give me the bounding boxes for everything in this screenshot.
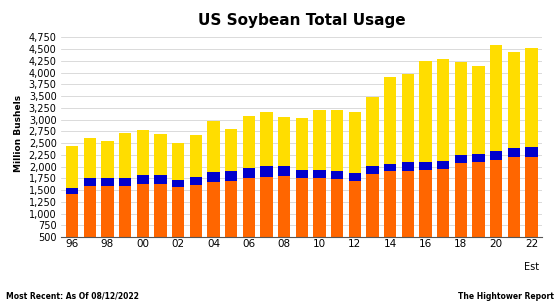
- Bar: [472, 154, 485, 162]
- Bar: [349, 173, 361, 181]
- Bar: [384, 164, 396, 171]
- Bar: [437, 59, 449, 161]
- Bar: [136, 184, 149, 261]
- Bar: [225, 181, 238, 261]
- Bar: [84, 186, 96, 261]
- Bar: [278, 166, 290, 176]
- Bar: [454, 62, 467, 155]
- Bar: [402, 171, 414, 261]
- Bar: [454, 163, 467, 261]
- Bar: [66, 194, 78, 261]
- Bar: [296, 178, 308, 261]
- Bar: [419, 171, 432, 261]
- Bar: [190, 135, 202, 178]
- Bar: [419, 61, 432, 162]
- Bar: [366, 97, 379, 166]
- Bar: [296, 170, 308, 178]
- Bar: [66, 146, 78, 188]
- Bar: [154, 134, 167, 175]
- Bar: [490, 151, 503, 160]
- Bar: [190, 185, 202, 261]
- Bar: [136, 130, 149, 175]
- Bar: [243, 116, 255, 168]
- Bar: [101, 186, 113, 261]
- Bar: [260, 177, 273, 261]
- Bar: [84, 138, 96, 178]
- Bar: [119, 178, 131, 186]
- Bar: [437, 169, 449, 261]
- Bar: [472, 162, 485, 261]
- Bar: [207, 182, 220, 261]
- Title: US Soybean Total Usage: US Soybean Total Usage: [198, 13, 406, 28]
- Bar: [331, 179, 343, 261]
- Bar: [314, 110, 326, 170]
- Bar: [349, 112, 361, 172]
- Bar: [260, 166, 273, 177]
- Bar: [207, 121, 220, 171]
- Bar: [154, 184, 167, 261]
- Bar: [190, 178, 202, 185]
- Bar: [525, 157, 538, 261]
- Bar: [207, 171, 220, 182]
- Bar: [314, 170, 326, 178]
- Bar: [172, 180, 184, 187]
- Bar: [508, 52, 520, 148]
- Bar: [366, 166, 379, 174]
- Bar: [101, 140, 113, 178]
- Bar: [136, 175, 149, 184]
- Text: Est: Est: [524, 262, 539, 272]
- Bar: [119, 133, 131, 178]
- Bar: [384, 171, 396, 261]
- Bar: [402, 74, 414, 162]
- Bar: [508, 157, 520, 261]
- Bar: [243, 168, 255, 178]
- Bar: [154, 175, 167, 184]
- Bar: [419, 162, 432, 171]
- Bar: [525, 147, 538, 157]
- Bar: [278, 117, 290, 166]
- Bar: [101, 178, 113, 186]
- Text: The Hightower Report: The Hightower Report: [457, 292, 553, 301]
- Bar: [172, 187, 184, 261]
- Bar: [508, 148, 520, 157]
- Bar: [296, 118, 308, 170]
- Bar: [84, 178, 96, 186]
- Bar: [366, 174, 379, 261]
- Bar: [402, 162, 414, 171]
- Bar: [437, 161, 449, 169]
- Bar: [225, 129, 238, 171]
- Bar: [278, 176, 290, 261]
- Bar: [172, 143, 184, 180]
- Bar: [490, 45, 503, 151]
- Bar: [243, 178, 255, 261]
- Bar: [472, 66, 485, 154]
- Bar: [66, 188, 78, 194]
- Bar: [490, 160, 503, 261]
- Bar: [225, 171, 238, 181]
- Bar: [331, 110, 343, 171]
- Bar: [384, 77, 396, 164]
- Bar: [454, 155, 467, 163]
- Bar: [349, 181, 361, 261]
- Y-axis label: Million Bushels: Million Bushels: [14, 95, 23, 172]
- Bar: [525, 48, 538, 147]
- Text: Most Recent: As Of 08/12/2022: Most Recent: As Of 08/12/2022: [6, 292, 139, 301]
- Bar: [314, 178, 326, 261]
- Bar: [119, 186, 131, 261]
- Bar: [331, 171, 343, 179]
- Bar: [260, 112, 273, 166]
